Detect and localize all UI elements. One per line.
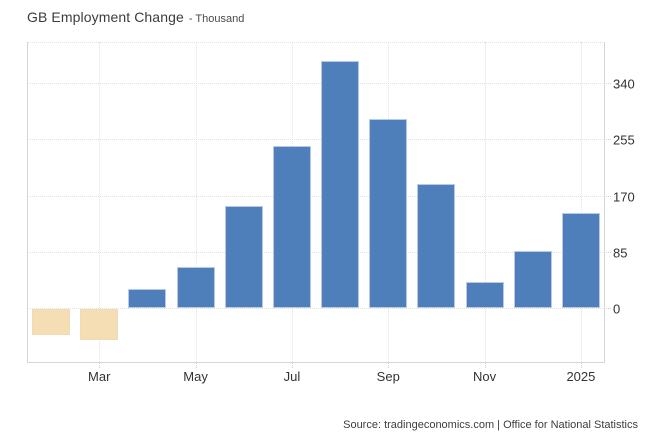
y-gridline bbox=[27, 139, 605, 141]
y-axis-label: 340 bbox=[613, 76, 635, 92]
x-tick bbox=[388, 363, 390, 368]
y-axis-label: 85 bbox=[613, 245, 628, 261]
x-axis-label: Sep bbox=[376, 369, 400, 384]
bar-dec-2024 bbox=[513, 251, 552, 309]
bar-jun-2024 bbox=[224, 206, 263, 309]
y-tick bbox=[606, 252, 611, 254]
y-gridline bbox=[27, 308, 605, 310]
bar-oct-2024 bbox=[417, 184, 456, 309]
x-gridline bbox=[99, 42, 101, 362]
x-axis-label: Jul bbox=[283, 369, 301, 384]
bar-jan-2025 bbox=[561, 212, 600, 309]
y-gridline bbox=[27, 252, 605, 254]
y-axis-label: 255 bbox=[613, 132, 635, 148]
x-tick bbox=[580, 363, 582, 368]
plot-top-gridline bbox=[27, 42, 605, 43]
y-tick bbox=[606, 83, 611, 85]
x-gridline bbox=[195, 42, 197, 362]
x-tick bbox=[484, 363, 486, 368]
x-gridline bbox=[580, 42, 582, 362]
bar-feb-2024 bbox=[32, 309, 71, 336]
y-gridline bbox=[27, 83, 605, 85]
x-gridline bbox=[484, 42, 486, 362]
y-tick bbox=[606, 308, 611, 310]
x-tick bbox=[99, 363, 101, 368]
bar-jul-2024 bbox=[272, 146, 311, 309]
chart-header: GB Employment Change - Thousand bbox=[27, 9, 244, 27]
y-tick bbox=[606, 139, 611, 141]
x-axis-label: Mar bbox=[88, 369, 111, 384]
chart-title: GB Employment Change bbox=[27, 9, 184, 25]
bar-may-2024 bbox=[176, 267, 215, 309]
y-tick bbox=[606, 195, 611, 197]
y-gridline bbox=[27, 195, 605, 197]
x-tick bbox=[291, 363, 293, 368]
x-axis-label: May bbox=[183, 369, 208, 384]
x-axis-label: 2025 bbox=[566, 369, 596, 384]
bar-nov-2024 bbox=[465, 282, 504, 309]
bar-sep-2024 bbox=[369, 118, 408, 309]
bar-mar-2024 bbox=[80, 309, 119, 340]
bar-aug-2024 bbox=[321, 61, 360, 309]
chart-subtitle: - Thousand bbox=[188, 13, 245, 25]
plot-frame bbox=[27, 42, 605, 363]
x-tick bbox=[195, 363, 197, 368]
x-axis-label: Nov bbox=[473, 369, 497, 384]
y-axis-label: 170 bbox=[613, 189, 635, 205]
y-axis-label: 0 bbox=[613, 301, 621, 317]
bar-apr-2024 bbox=[128, 289, 167, 309]
source-attribution: Source: tradingeconomics.com | Office fo… bbox=[343, 419, 638, 431]
